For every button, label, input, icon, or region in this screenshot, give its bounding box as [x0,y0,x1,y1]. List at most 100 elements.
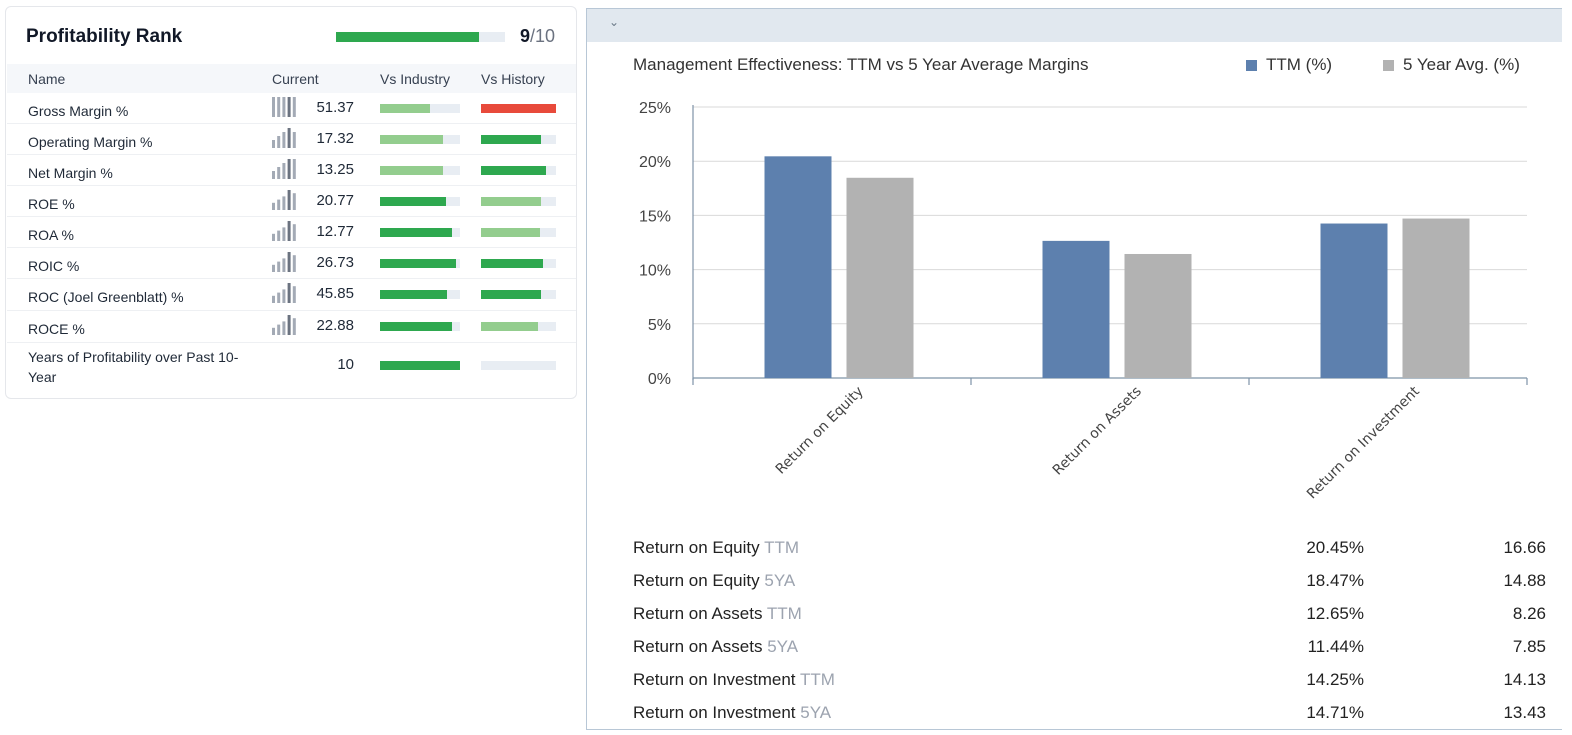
legend-swatch-5yr-avg [1383,59,1394,71]
vs-history-bar [481,361,556,370]
metric-name: Gross Margin % [28,103,129,119]
sparkline-bar [287,128,291,148]
stats-row: Return on Investment TTM 14.25% 14.13 [633,666,1546,692]
vs-industry-bar-fill [380,166,444,175]
stat-period: 5YA [764,571,796,590]
sparkline-bar [272,202,275,210]
metric-name: Net Margin % [28,165,113,181]
sparkline-icon[interactable] [272,283,298,303]
vs-industry-bar-fill [380,197,447,206]
vs-history-bar-fill [481,259,543,268]
bar-5yr-avg [1402,218,1470,378]
vs-industry-bar [380,259,460,268]
sparkline-bar [282,196,286,210]
management-effectiveness-panel: ⌄ 0% 5% 10% 15% 20% 25% Return on Equity Return… [586,8,1562,730]
vs-industry-bar [380,361,460,370]
stats-row: Return on Assets TTM 12.65% 8.26 [633,600,1546,626]
y-tick-label: 10% [639,263,671,280]
sparkline-bar [292,318,296,335]
vs-history-bar [481,259,556,268]
rank-score-bar-fill [336,32,479,42]
table-row[interactable]: ROIC % 26.73 [7,248,576,279]
rank-score: 9/10 [520,26,555,47]
sparkline-bar [287,159,291,179]
sparkline-bar [277,136,281,148]
stat-period: 5YA [800,703,832,722]
stat-average: 16.66 [1503,538,1546,557]
bar-ttm [1320,223,1388,378]
sparkline-bar [282,321,286,335]
sparkline-bar [287,190,291,210]
vs-industry-bar [380,104,460,113]
bar-5yr-avg [846,177,914,378]
vs-industry-bar [380,290,460,299]
table-row[interactable]: Gross Margin % 51.37 [7,93,576,124]
sparkline-bar [282,132,286,148]
table-row[interactable]: Years of Profitability over Past 10-Year… [7,343,576,393]
stat-period: TTM [799,670,835,689]
metric-current-value: 45.85 [316,285,354,302]
vs-industry-bar [380,166,460,175]
col-vs-history[interactable]: Vs History [481,71,545,87]
sparkline-bar [292,286,296,303]
col-current[interactable]: Current [272,71,319,87]
vs-industry-bar-fill [380,104,430,113]
bar-5yr-avg [1124,253,1192,378]
vs-history-bar-fill [481,228,540,237]
vs-industry-bar [380,197,460,206]
vs-industry-bar-fill [380,135,444,144]
sparkline-bar [282,97,286,117]
y-tick-label: 0% [648,371,671,388]
legend-item-ttm[interactable]: TTM (%) [1246,55,1332,75]
metric-name: ROCE % [28,321,85,337]
sparkline-bar [287,97,291,117]
sparkline-icon[interactable] [272,159,298,179]
chevron-down-icon[interactable]: ⌄ [609,15,620,29]
sparkline-bar [272,295,275,303]
sparkline-icon[interactable] [272,315,298,335]
vs-history-bar [481,135,556,144]
stat-period: TTM [766,604,802,623]
sparkline-bar [282,289,286,303]
metric-name: ROIC % [28,258,80,274]
sparkline-icon[interactable] [272,252,298,272]
vs-history-bar [481,197,556,206]
sparkline-bar [287,283,291,303]
stat-percent: 11.44% [1307,637,1364,656]
sparkline-bar [292,97,296,117]
panel-header: ⌄ [587,9,1562,42]
vs-history-bar-fill [481,166,546,175]
vs-industry-bar-fill [380,322,452,331]
metric-name: Years of Profitability over Past 10-Year [28,349,239,385]
sparkline-bar [272,140,275,148]
rank-score-value: 9 [519,26,530,46]
vs-industry-bar [380,228,460,237]
x-tick-label: Return on Equity [773,384,867,478]
rank-score-max: /10 [529,26,555,46]
sparkline-icon[interactable] [272,97,298,117]
vs-industry-bar-fill [380,259,456,268]
vs-industry-bar-fill [380,361,460,370]
legend-item-5yr-avg[interactable]: 5 Year Avg. (%) [1383,55,1520,75]
sparkline-icon[interactable] [272,190,298,210]
sparkline-icon[interactable] [272,128,298,148]
table-row[interactable]: ROA % 12.77 [7,217,576,248]
table-row[interactable]: Operating Margin % 17.32 [7,124,576,155]
stat-average: 8.26 [1512,604,1546,623]
metric-current-value: 17.32 [316,130,354,147]
stat-label: Return on Investment TTM [633,670,835,690]
table-row[interactable]: ROCE % 22.88 [7,311,576,343]
sparkline-bar [292,159,296,179]
table-row[interactable]: ROE % 20.77 [7,186,576,217]
sparkline-bar [282,163,286,179]
table-row[interactable]: Net Margin % 13.25 [7,155,576,186]
table-row[interactable]: ROC (Joel Greenblatt) % 45.85 [7,279,576,311]
metric-name: ROC (Joel Greenblatt) % [28,289,184,305]
vs-history-bar [481,322,556,331]
col-name[interactable]: Name [28,71,66,87]
sparkline-icon[interactable] [272,221,298,241]
vs-history-bar-fill [481,197,541,206]
sparkline-bar [277,97,281,117]
col-vs-industry[interactable]: Vs Industry [380,71,451,87]
stat-percent: 14.71% [1306,703,1364,722]
